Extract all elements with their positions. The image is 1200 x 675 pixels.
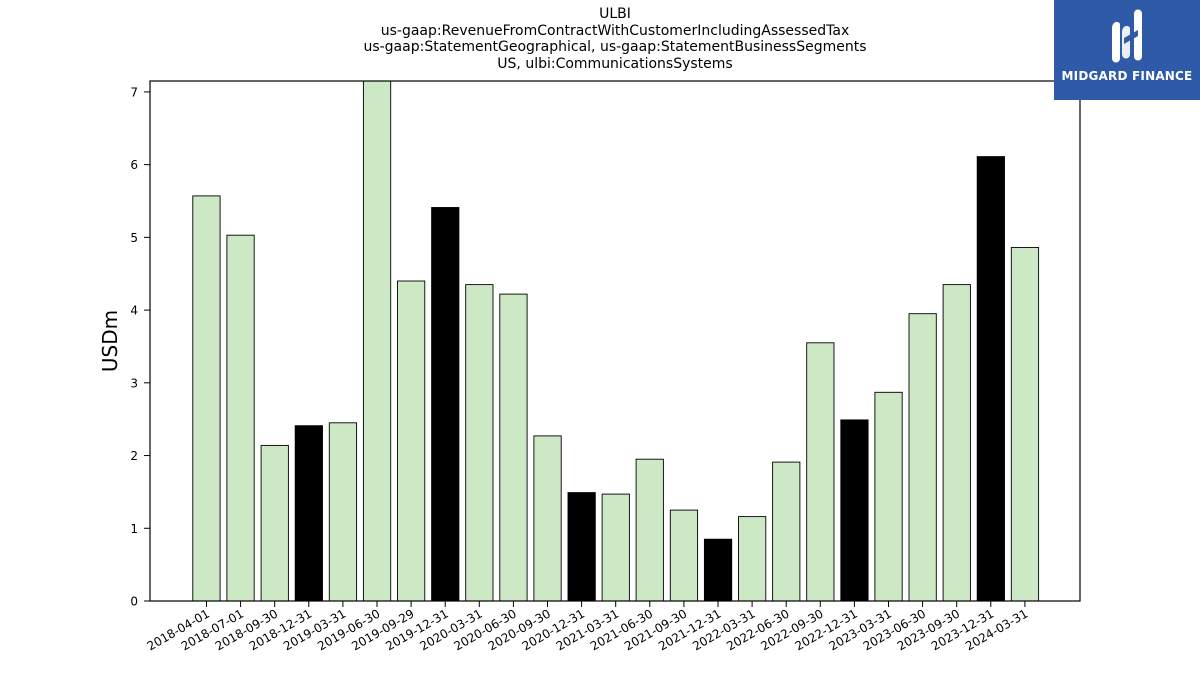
bar: [1010, 247, 1040, 602]
bar: [738, 516, 767, 602]
chart-title: ULBI us-gaap:RevenueFromContractWithCust…: [265, 6, 965, 72]
bar: [567, 492, 596, 602]
bar: [328, 422, 358, 602]
bars-group: [192, 80, 1040, 602]
brand-logo: MIDGARD FINANCE: [1054, 0, 1200, 100]
bar: [499, 293, 528, 602]
brand-name: MIDGARD FINANCE: [1061, 69, 1193, 83]
bar: [601, 493, 630, 602]
brand-mark-icon: [1112, 9, 1142, 63]
bar: [260, 444, 289, 602]
bar: [908, 313, 937, 602]
plot-frame: [149, 80, 1081, 602]
bar: [772, 461, 801, 602]
y-tick-label: 7: [130, 85, 138, 99]
bar: [874, 391, 903, 602]
y-tick-label: 2: [130, 449, 138, 463]
bar: [533, 435, 562, 602]
bar: [294, 425, 323, 602]
bar: [976, 156, 1005, 602]
chart-title-line: us-gaap:RevenueFromContractWithCustomerI…: [380, 22, 850, 39]
chart-title-line: US, ulbi:CommunicationsSystems: [497, 55, 733, 72]
y-tick-label: 0: [130, 595, 138, 609]
bar: [397, 280, 426, 602]
y-tick-label: 6: [130, 158, 138, 172]
bar: [840, 419, 869, 602]
y-tick-label: 5: [130, 231, 138, 245]
bar: [669, 509, 699, 602]
bar: [465, 284, 494, 602]
y-tick-label: 4: [130, 304, 138, 318]
y-tick-label: 3: [130, 376, 138, 390]
bar: [635, 458, 664, 602]
bar: [192, 195, 221, 602]
y-axis: 0 1 2 3 4 5 6 7: [130, 85, 150, 609]
bar: [362, 80, 392, 602]
bar: [431, 207, 460, 602]
x-axis: 2018-04-012018-07-012018-09-302018-12-31…: [145, 601, 1030, 653]
chart-title-line: ULBI: [599, 6, 631, 22]
bar: [942, 284, 971, 602]
bar: [703, 538, 733, 602]
bar: [806, 342, 835, 602]
y-tick-label: 1: [130, 522, 138, 536]
chart-title-line: us-gaap:StatementGeographical, us-gaap:S…: [363, 39, 867, 55]
y-axis-label: USDm: [98, 310, 122, 372]
bar: [226, 234, 255, 602]
